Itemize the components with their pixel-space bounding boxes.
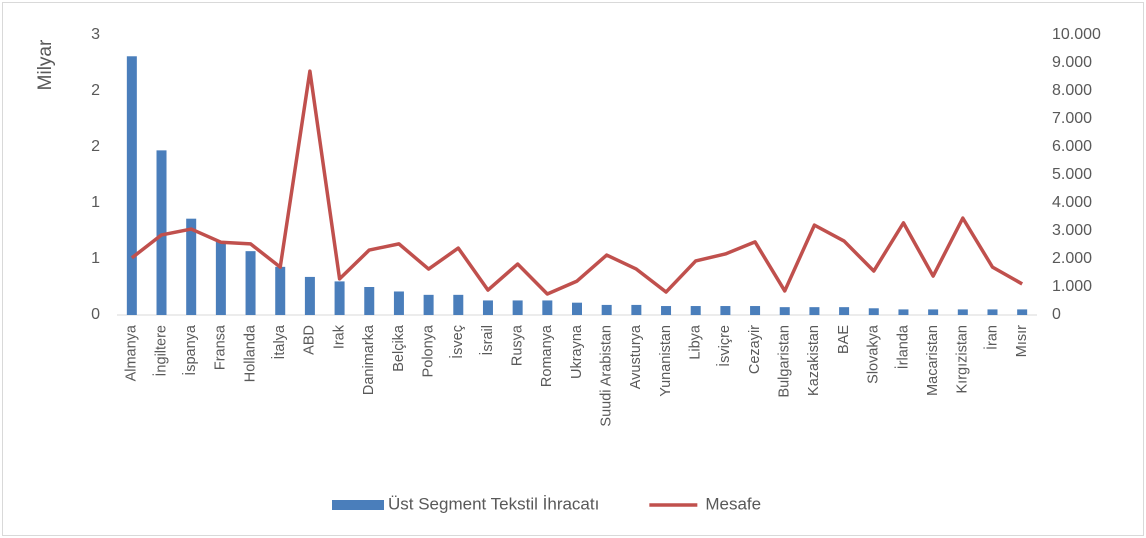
x-tick-label: Belçika <box>391 324 407 372</box>
x-tick-label: Libya <box>688 324 704 360</box>
x-tick-label: Irak <box>331 324 347 349</box>
y-tick-label: 10.000 <box>1052 26 1101 43</box>
y-tick-label: 5.000 <box>1052 166 1092 183</box>
x-tick-label: İngiltere <box>151 325 169 377</box>
bar <box>572 302 582 315</box>
y-tick-label: 7.000 <box>1052 110 1092 127</box>
bar <box>215 241 226 315</box>
bar <box>809 307 820 315</box>
x-tick-label: İsrail <box>478 325 496 356</box>
bar <box>364 287 375 315</box>
y-tick-label: 2.000 <box>1052 250 1092 267</box>
x-tick-label: Suudi Arabistan <box>599 325 615 427</box>
y-tick-label: 4.000 <box>1052 194 1092 211</box>
x-tick-label: Cezayir <box>747 325 763 374</box>
bar <box>156 150 167 315</box>
bar <box>126 56 137 315</box>
x-tick-label: Rusya <box>509 324 525 366</box>
line <box>130 69 1024 296</box>
y-axis-title: Milyar <box>35 39 56 90</box>
x-tick-label: Ukrayna <box>569 324 585 379</box>
bar <box>512 300 523 315</box>
bar <box>898 309 909 315</box>
x-tick-label: Hollanda <box>242 324 258 382</box>
x-tick-label: İsviçre <box>715 325 733 367</box>
bar <box>631 304 642 315</box>
y-tick-label: 3 <box>91 26 100 43</box>
x-tick-label: ABD <box>302 325 318 355</box>
x-tick-label: İtalya <box>270 324 288 360</box>
bar <box>304 276 315 315</box>
bar <box>839 307 850 315</box>
bar <box>750 306 761 315</box>
bar <box>928 309 939 315</box>
y-tick-label: 2 <box>91 82 100 99</box>
y-tick-label: 3.000 <box>1052 222 1092 239</box>
x-tick-label: Romanya <box>539 324 555 387</box>
x-tick-label: BAE <box>836 325 852 354</box>
x-tick-label: Kazakistan <box>806 325 822 396</box>
bar <box>334 281 345 315</box>
legend-label: Mesafe <box>705 494 761 513</box>
x-tick-label: Danimarka <box>361 324 377 395</box>
x-tick-label: İran <box>982 325 1000 350</box>
y-tick-label: 0 <box>91 306 100 323</box>
bar <box>957 309 968 315</box>
x-tick-label: Fransa <box>213 324 229 370</box>
bar <box>661 306 672 315</box>
bar <box>393 291 404 315</box>
x-tick-label: Avusturya <box>628 324 644 389</box>
x-tick-label: Bulgaristan <box>777 325 793 398</box>
x-tick-label: Polonya <box>420 324 436 377</box>
x-tick-label: Kırgızistan <box>955 325 971 394</box>
y-tick-label: 9.000 <box>1052 54 1092 71</box>
bar <box>601 304 612 315</box>
bar <box>542 300 553 315</box>
x-tick-label: İspanya <box>181 324 199 376</box>
bar <box>423 294 434 315</box>
bar <box>186 218 197 315</box>
legend-swatch <box>332 500 384 510</box>
bar <box>987 309 998 315</box>
x-tick-label: Almanya <box>124 324 140 381</box>
legend-label: Üst Segment Tekstil İhracatı <box>388 494 599 513</box>
bar <box>245 251 256 315</box>
y-tick-label: 1.000 <box>1052 278 1092 295</box>
bar <box>482 300 493 315</box>
bar <box>690 306 701 315</box>
x-tick-label: İsveç <box>448 325 466 359</box>
bar <box>453 294 464 315</box>
y-tick-label: 1 <box>91 194 100 211</box>
bar <box>720 306 731 315</box>
y-tick-label: 6.000 <box>1052 138 1092 155</box>
bar <box>1017 309 1028 315</box>
y-tick-label: 1 <box>91 250 100 267</box>
y-tick-label: 2 <box>91 138 100 155</box>
y-tick-label: 0 <box>1052 306 1061 323</box>
bar <box>779 307 790 315</box>
x-tick-label: Macaristan <box>925 325 941 396</box>
bar <box>868 308 879 315</box>
x-tick-label: İrlanda <box>893 324 911 369</box>
x-tick-label: Slovakya <box>866 324 882 384</box>
x-tick-label: Mısır <box>1014 325 1030 357</box>
x-tick-label: Yunanistan <box>658 325 674 397</box>
bar <box>275 266 286 315</box>
y-tick-label: 8.000 <box>1052 82 1092 99</box>
